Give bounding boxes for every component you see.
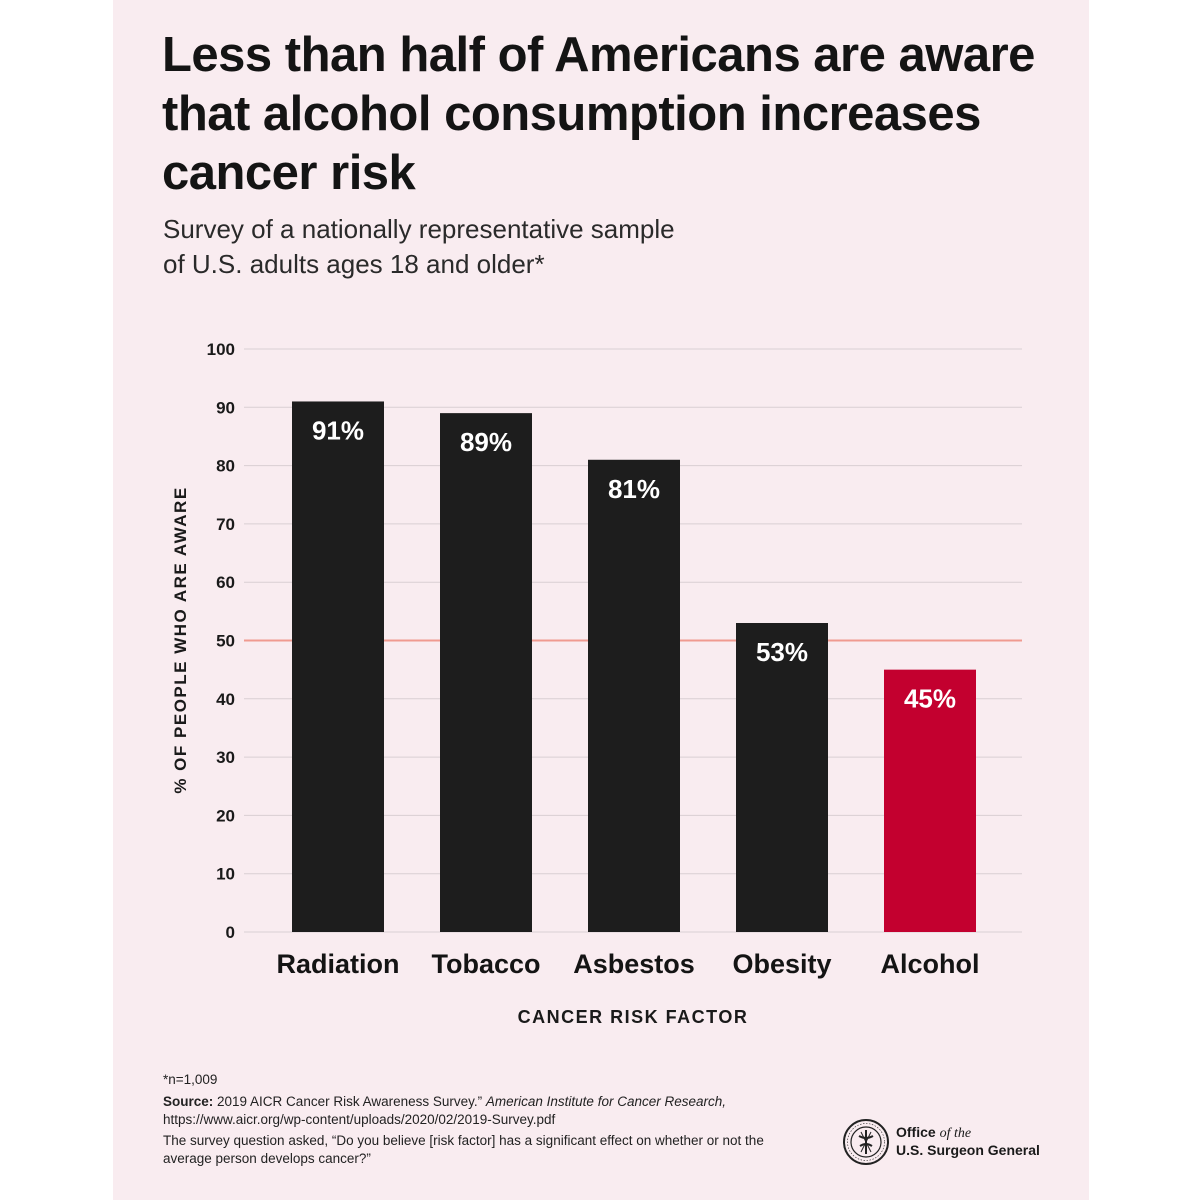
bar-tobacco <box>440 413 532 932</box>
y-tick-label-50: 50 <box>216 632 235 651</box>
y-tick-label-0: 0 <box>226 923 235 942</box>
bar-alcohol <box>884 669 976 932</box>
data-label-obesity: 53% <box>756 637 808 667</box>
bar-asbestos <box>588 459 680 932</box>
x-tick-label-radiation: Radiation <box>276 949 399 979</box>
logo-wordmark: Office of the U.S. Surgeon General <box>896 1124 1040 1159</box>
surgeon-general-logo: Office of the U.S. Surgeon General <box>842 1118 1052 1168</box>
surgeon-general-seal-icon <box>843 1119 889 1165</box>
y-tick-label-10: 10 <box>216 865 235 884</box>
y-tick-label-20: 20 <box>216 806 235 825</box>
x-tick-label-tobacco: Tobacco <box>431 949 540 979</box>
x-tick-label-obesity: Obesity <box>732 949 831 979</box>
y-tick-label-30: 30 <box>216 748 235 767</box>
logo-of-the: of the <box>939 1126 972 1141</box>
subtitle-line-1: Survey of a nationally representative sa… <box>163 214 675 244</box>
footnote: *n=1,009 <box>163 1072 218 1087</box>
data-label-alcohol: 45% <box>904 684 956 714</box>
page-title: Less than half of Americans are aware th… <box>162 28 1035 200</box>
x-tick-label-asbestos: Asbestos <box>573 949 695 979</box>
y-tick-label-40: 40 <box>216 690 235 709</box>
logo-surgeon-general: U.S. Surgeon General <box>896 1142 1040 1158</box>
y-tick-label-100: 100 <box>207 340 235 359</box>
subtitle-line-2: of U.S. adults ages 18 and older* <box>163 249 545 279</box>
data-label-tobacco: 89% <box>460 427 512 457</box>
source-publisher: American Institute for Cancer Research, <box>485 1094 726 1109</box>
source-note: Source: 2019 AICR Cancer Risk Awareness … <box>163 1093 783 1129</box>
survey-question-note: The survey question asked, “Do you belie… <box>163 1133 764 1166</box>
data-label-radiation: 91% <box>312 415 364 445</box>
x-axis-title: CANCER RISK FACTOR <box>518 1007 749 1027</box>
source-url: https://www.aicr.org/wp-content/uploads/… <box>163 1112 556 1127</box>
chart-subtitle: Survey of a nationally representative sa… <box>163 212 863 282</box>
logo-office: Office <box>896 1124 940 1140</box>
x-tick-label-alcohol: Alcohol <box>881 949 980 979</box>
source-label: Source: <box>163 1094 214 1109</box>
source-text: 2019 AICR Cancer Risk Awareness Survey.” <box>213 1094 486 1109</box>
bar-radiation <box>292 401 384 933</box>
y-tick-label-70: 70 <box>216 515 235 534</box>
y-tick-label-60: 60 <box>216 573 235 592</box>
data-label-asbestos: 81% <box>608 474 660 504</box>
y-axis-title: % OF PEOPLE WHO ARE AWARE <box>171 486 190 793</box>
bar-obesity <box>736 623 828 932</box>
y-tick-label-80: 80 <box>216 457 235 476</box>
y-tick-label-90: 90 <box>216 398 235 417</box>
